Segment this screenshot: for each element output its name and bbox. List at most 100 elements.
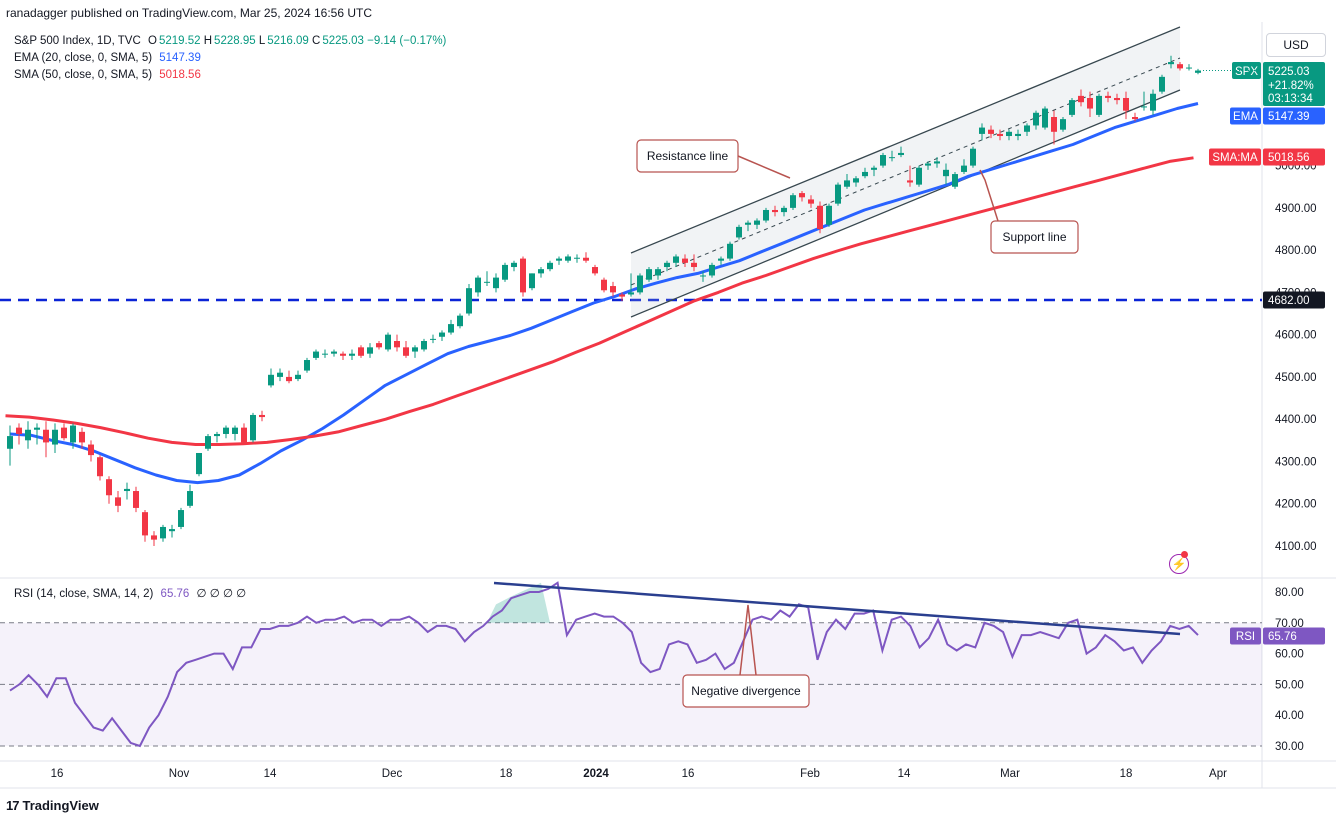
spx-time: 03:13:34 (1268, 93, 1313, 105)
candle (907, 165, 913, 187)
candle-body (268, 374, 274, 386)
candle (250, 412, 256, 443)
candle-body (421, 340, 427, 350)
candle (349, 349, 355, 361)
symbol-title[interactable]: S&P 500 Index, 1D, TVC (14, 35, 141, 47)
ema-tag-label: EMA (1233, 111, 1258, 123)
candle-body (1150, 93, 1156, 111)
currency-button[interactable]: USD (1266, 33, 1326, 57)
ema-tag-label-bg (1230, 107, 1261, 125)
candle (1159, 74, 1165, 94)
candle-body (781, 207, 787, 213)
candle-body (988, 129, 994, 134)
candle (880, 152, 886, 168)
candle (988, 125, 994, 139)
rsi-legend[interactable]: RSI (14, close, SMA, 14, 2) 65.76 ∅ ∅ ∅ … (14, 586, 246, 600)
candle-body (619, 294, 625, 297)
candle-body (745, 222, 751, 225)
candle-body (1159, 76, 1165, 92)
rsi-tag-label-bg (1230, 627, 1261, 645)
sma-tag: SMA:MA 5018.56 (1209, 148, 1325, 166)
candle-body (1051, 117, 1057, 132)
price-tick-label: 4100.00 (1275, 541, 1317, 553)
candle (961, 159, 967, 175)
candle-body (7, 436, 13, 449)
candle (943, 163, 949, 185)
candle-body (565, 256, 571, 261)
candle-body (1177, 64, 1183, 69)
divergence-pointer (739, 604, 757, 676)
candle-body (232, 427, 238, 434)
spx-change: +21.82% (1268, 80, 1314, 92)
candle (322, 349, 328, 358)
time-tick-label: 16 (682, 768, 695, 780)
rsi-tick-label: 80.00 (1275, 587, 1304, 599)
candle (70, 423, 76, 449)
candle (241, 423, 247, 445)
candle-body (547, 262, 553, 270)
candle-body (1114, 97, 1120, 101)
candle-body (196, 452, 202, 475)
candle-body (187, 491, 193, 506)
change-value: −9.14 (−0.17%) (367, 35, 447, 47)
candle (1096, 93, 1102, 118)
candle-body (799, 193, 805, 198)
resistance-annotation-text: Resistance line (647, 149, 729, 163)
candle-body (34, 427, 40, 430)
candle-body (331, 351, 337, 354)
spx-value: 5225.03 (1268, 66, 1310, 78)
level-tag-value: 4682.00 (1268, 295, 1310, 307)
candle-body (322, 353, 328, 355)
candle-body (889, 157, 895, 159)
candle-body (1078, 95, 1084, 103)
time-tick-label: 14 (898, 768, 911, 780)
time-tick-label: Feb (800, 768, 820, 780)
candle-body (43, 429, 49, 443)
candle-body (259, 414, 265, 418)
candle (934, 157, 940, 168)
candle (871, 165, 877, 177)
sma-tag-label-bg (1209, 148, 1261, 166)
ema-legend[interactable]: EMA (20, close, 0, SMA, 5) 5147.39 (14, 52, 201, 64)
candle (520, 256, 526, 297)
tradingview-logo[interactable]: 17 TradingView (6, 798, 99, 813)
candle-body (403, 347, 409, 356)
candle (817, 201, 823, 234)
candle (448, 319, 454, 335)
support-annotation-text: Support line (1002, 230, 1066, 244)
candle-body (349, 353, 355, 356)
candle (610, 281, 616, 297)
candle (790, 193, 796, 210)
sma-tag-value-bg (1263, 148, 1325, 166)
candle (718, 256, 724, 265)
candle-body (880, 155, 886, 166)
candle-body (151, 535, 157, 540)
close-label: C (312, 35, 321, 47)
candle-body (673, 256, 679, 263)
candle-body (223, 427, 229, 434)
alert-bolt-icon[interactable]: ⚡ (1169, 554, 1189, 574)
candle (619, 292, 625, 301)
divergence-annotation: Negative divergence (682, 674, 810, 708)
resistance-line (630, 26, 1181, 254)
open-value: 5219.52 (158, 35, 201, 47)
candle-body (412, 347, 418, 352)
candle-body (97, 457, 103, 477)
candle (997, 129, 1003, 141)
candle (25, 421, 31, 449)
candle (205, 433, 211, 451)
candle (1006, 129, 1012, 141)
sma-legend[interactable]: SMA (50, close, 0, SMA, 5) 5018.56 (14, 69, 201, 81)
candle-body (637, 275, 643, 293)
candle-body (529, 273, 535, 289)
candle (1069, 97, 1075, 118)
candle-body (655, 269, 661, 276)
candle (529, 273, 535, 291)
rsi-legend-label: RSI (14, close, SMA, 14, 2) (14, 588, 154, 600)
candle-body (241, 427, 247, 443)
ema20-line (9, 102, 1199, 485)
ema-tag-value: 5147.39 (1268, 111, 1310, 123)
candle-body (610, 286, 616, 293)
candle (1042, 106, 1048, 130)
